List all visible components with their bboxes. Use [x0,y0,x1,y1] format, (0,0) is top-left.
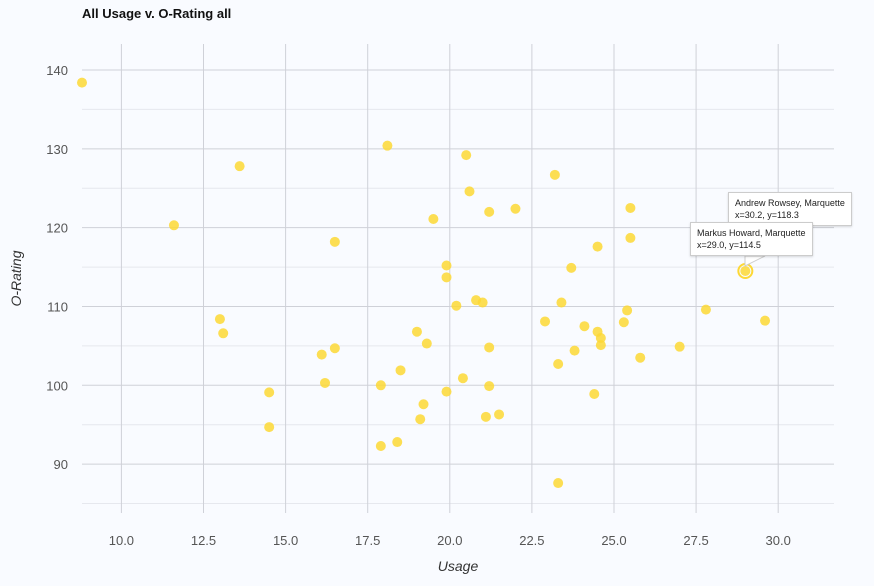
x-tick-label: 20.0 [437,533,462,548]
data-point [618,317,629,328]
data-point [553,478,564,489]
data-point [218,328,229,339]
data-point [382,140,393,151]
data-point [461,150,472,161]
x-tick-label: 22.5 [519,533,544,548]
data-point [214,314,225,325]
data-point [510,203,521,214]
data-point [484,342,495,353]
data-point [622,305,633,316]
data-point [457,373,468,384]
data-point [168,220,179,231]
tooltip-name: Markus Howard, Marquette [697,228,806,238]
data-point [549,169,560,180]
data-point [316,349,327,360]
data-point [595,333,606,344]
data-point [480,411,491,422]
data-point [674,341,685,352]
data-point [625,232,636,243]
data-point [566,262,577,273]
tooltip-values: x=29.0, y=114.5 [697,240,761,250]
data-point [484,206,495,217]
tooltip-rowsey: Andrew Rowsey, Marquette x=30.2, y=118.3 [728,192,852,226]
data-point [635,352,646,363]
data-point [441,272,452,283]
data-point [264,422,275,433]
x-tick-label: 30.0 [766,533,791,548]
data-point [329,236,340,247]
tooltip-values: x=30.2, y=118.3 [735,210,799,220]
data-point [428,213,439,224]
tooltip-howard: Markus Howard, Marquette x=29.0, y=114.5 [690,222,813,256]
data-point [464,186,475,197]
x-tick-label: 17.5 [355,533,380,548]
data-point [392,437,403,448]
data-point [556,297,567,308]
data-point [477,297,488,308]
data-point [77,77,87,88]
data-point [484,381,495,392]
y-tick-label: 110 [47,299,68,314]
data-point [375,380,386,391]
data-point [329,343,340,354]
y-axis-label: O-Rating [8,250,24,306]
data-point [579,321,590,332]
data-point [418,399,429,410]
data-point [589,388,600,399]
x-tick-label: 10.0 [109,533,134,548]
x-tick-label: 25.0 [601,533,626,548]
data-point [569,345,580,356]
y-tick-label: 130 [46,142,68,157]
y-tick-label: 90 [54,457,68,472]
data-point [540,316,551,327]
data-point [375,441,386,451]
y-tick-label: 140 [46,63,68,78]
data-point [451,300,462,311]
data-point [320,377,331,388]
data-point [411,326,422,337]
data-point [415,414,426,425]
data-point [441,386,452,397]
data-point [553,359,564,370]
y-tick-label: 100 [46,378,68,393]
data-point [234,161,245,172]
data-point [595,340,606,351]
x-tick-label: 12.5 [191,533,216,548]
data-point [625,202,636,213]
data-point [592,241,603,252]
x-tick-label: 15.0 [273,533,298,548]
tooltip-pointer [744,255,766,267]
data-point [700,304,711,315]
data-point [740,266,751,277]
data-point [441,260,452,271]
data-point [421,338,432,349]
x-tick-label: 27.5 [683,533,708,548]
chart-title: All Usage v. O-Rating all [82,6,232,21]
tooltip-name: Andrew Rowsey, Marquette [735,198,845,208]
data-point [760,315,771,326]
x-axis-label: Usage [438,558,479,574]
data-point [264,387,275,398]
y-tick-label: 120 [46,221,68,236]
data-point [494,409,505,420]
data-point [395,365,406,376]
